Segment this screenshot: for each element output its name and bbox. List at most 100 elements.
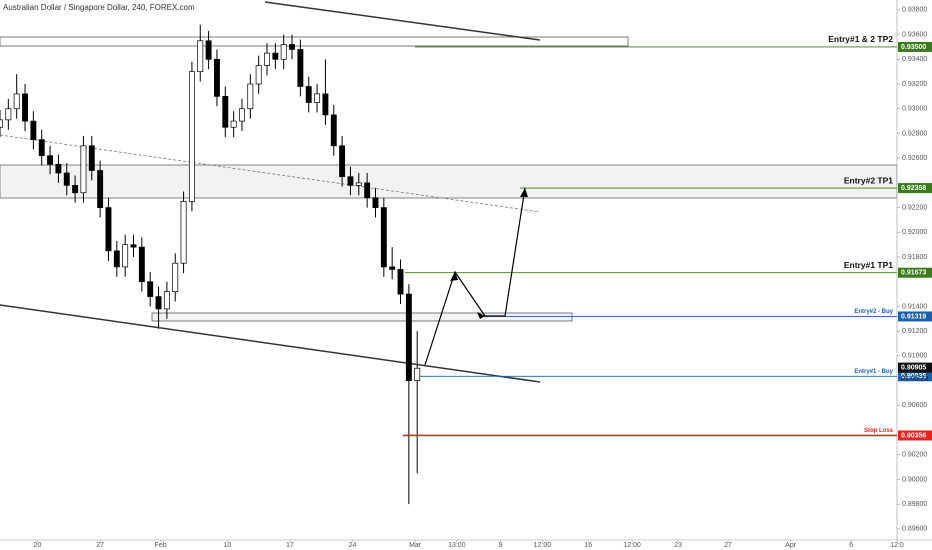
x-tick-label: 10 xyxy=(223,542,231,549)
candle-body xyxy=(289,44,295,50)
candle-body xyxy=(180,201,187,264)
countdown: 01:05:23 xyxy=(901,375,928,382)
price-tag-label: 0.93500 xyxy=(901,44,926,51)
candle-body xyxy=(72,185,79,194)
candle-body xyxy=(414,367,421,381)
price-tag xyxy=(898,267,932,278)
level-label: Entry#1 TP1 xyxy=(844,260,893,270)
candle-body xyxy=(297,49,304,87)
candle-body xyxy=(13,93,20,110)
x-tick-label: 6 xyxy=(849,542,853,549)
candle-body xyxy=(272,52,279,60)
x-tick-label: 13:00 xyxy=(448,542,466,549)
y-tick-label: 0.92800 xyxy=(902,130,927,137)
y-tick-label: 0.93000 xyxy=(902,106,927,113)
candle-body xyxy=(197,40,204,73)
y-tick-label: 0.92200 xyxy=(902,204,927,211)
y-tick-label: 0.91000 xyxy=(902,353,927,360)
x-tick-label: 24 xyxy=(349,542,357,549)
candle-body xyxy=(155,296,162,310)
arrow-head xyxy=(477,312,485,319)
candle-body xyxy=(255,65,262,85)
candle-body xyxy=(213,58,220,97)
candle-body xyxy=(113,250,120,268)
price-tag xyxy=(898,430,932,441)
candle-body xyxy=(97,170,104,208)
candle-body xyxy=(347,176,354,186)
level-label: Entry#1 & 2 TP2 xyxy=(828,34,893,44)
candle-body xyxy=(122,244,129,268)
x-tick-label: 9 xyxy=(499,542,503,549)
arrow-head xyxy=(450,272,458,281)
y-tick-label: 0.92000 xyxy=(902,229,927,236)
price-tag xyxy=(898,41,932,52)
y-tick-label: 0.90600 xyxy=(902,402,927,409)
price-tag-label: 0.90356 xyxy=(901,432,926,439)
price-tag xyxy=(898,183,932,194)
price-tag-label: 0.90835 xyxy=(901,373,926,380)
trendline xyxy=(264,1,541,41)
candle-body xyxy=(305,86,312,103)
candle-body xyxy=(63,172,70,186)
y-tick-label: 0.93200 xyxy=(902,81,927,88)
candle-body xyxy=(30,120,37,140)
level-label: Entry#2 TP1 xyxy=(844,175,893,185)
y-tick-label: 0.91200 xyxy=(902,328,927,335)
price-tag xyxy=(898,371,932,382)
x-tick-label: Mar xyxy=(409,542,422,549)
candle-body xyxy=(147,281,154,297)
level-label: Stop Loss xyxy=(864,428,894,434)
y-tick-label: 0.91400 xyxy=(902,303,927,310)
y-tick-label: 0.93400 xyxy=(902,56,927,63)
x-tick-label: 27 xyxy=(724,542,732,549)
candle-body xyxy=(380,207,387,268)
candle-body xyxy=(105,207,112,252)
chart-title: Australian Dollar / Singapore Dollar, 24… xyxy=(3,3,195,12)
top-zone xyxy=(0,36,629,47)
price-tag-label: 0.91319 xyxy=(901,313,926,320)
resistance-zone xyxy=(0,164,898,199)
candle-body xyxy=(163,291,170,310)
candle-body xyxy=(364,182,371,199)
current-price-tag xyxy=(898,362,932,373)
candle-body xyxy=(239,108,245,122)
candle-body xyxy=(355,182,362,186)
candle-body xyxy=(389,266,396,270)
y-tick-label: 0.92600 xyxy=(902,155,927,162)
candle-body xyxy=(138,246,145,283)
x-tick-label: 16 xyxy=(584,542,592,549)
x-tick-label: 12:00 xyxy=(623,542,641,549)
x-tick-label: 20 xyxy=(34,542,42,549)
candle-body xyxy=(222,96,229,128)
candle-body xyxy=(405,293,412,381)
candle-body xyxy=(397,269,404,295)
candle-body xyxy=(80,145,87,194)
support-zone xyxy=(151,312,573,322)
candle-body xyxy=(47,155,54,165)
x-tick-label: 27 xyxy=(96,542,104,549)
x-tick-label: 17 xyxy=(286,542,294,549)
level-label: Entry#2 - Buy xyxy=(854,309,893,315)
y-tick-label: 0.89600 xyxy=(902,526,927,533)
candle-body xyxy=(322,93,329,116)
x-tick-label: 23 xyxy=(674,542,682,549)
y-tick-label: 0.89800 xyxy=(902,501,927,508)
trendline xyxy=(0,304,541,383)
current-price-label: 0.90905 xyxy=(901,364,926,371)
level-label: Entry#1 - Buy xyxy=(854,369,893,375)
candle-body xyxy=(130,244,137,248)
candle-body xyxy=(22,93,28,122)
arrow-head xyxy=(520,188,528,197)
candle-body xyxy=(280,44,287,60)
candle-body xyxy=(205,40,212,60)
candle-body xyxy=(5,108,12,121)
candle-body xyxy=(330,114,337,147)
candles xyxy=(0,24,421,505)
y-tick-label: 0.91800 xyxy=(902,254,927,261)
candle-body xyxy=(88,145,95,171)
candle-body xyxy=(172,262,179,292)
x-tick-label: 12:0 xyxy=(890,542,904,549)
candle-body xyxy=(264,52,270,66)
